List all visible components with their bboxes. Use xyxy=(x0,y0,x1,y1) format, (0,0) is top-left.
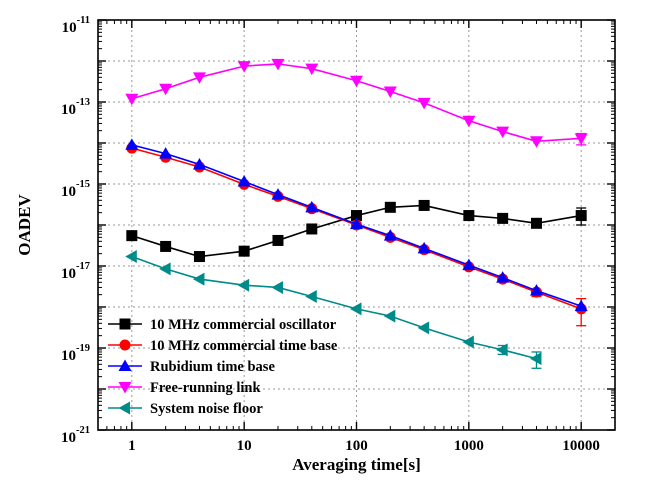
data-point xyxy=(126,230,138,242)
data-point xyxy=(529,136,543,148)
legend-marker xyxy=(118,401,130,415)
series-line xyxy=(131,255,537,360)
x-tick-label: 1000 xyxy=(454,438,484,454)
legend-marker xyxy=(118,382,132,394)
data-point xyxy=(462,115,476,128)
data-point xyxy=(159,83,173,96)
data-point xyxy=(271,280,283,294)
series-4 xyxy=(125,250,542,369)
data-point xyxy=(462,335,474,349)
data-point xyxy=(417,97,431,110)
series-3 xyxy=(125,58,588,148)
data-point xyxy=(125,138,139,150)
data-point xyxy=(238,245,250,257)
data-point xyxy=(125,93,139,106)
legend-item: System noise floor xyxy=(108,401,263,417)
data-point xyxy=(383,86,397,99)
data-point xyxy=(192,157,206,170)
legend-item: Rubidium time base xyxy=(108,359,275,375)
data-point xyxy=(418,199,430,211)
data-point xyxy=(193,251,205,263)
data-point xyxy=(350,217,363,230)
data-point xyxy=(530,217,542,229)
data-point xyxy=(417,241,431,254)
data-point xyxy=(462,258,476,271)
data-point xyxy=(383,309,396,323)
data-point xyxy=(529,352,542,366)
legend-item: Free-running link xyxy=(108,380,261,396)
legend-item: 10 MHz commercial oscillator xyxy=(108,317,337,333)
data-point xyxy=(496,271,510,283)
data-point xyxy=(384,201,396,213)
x-tick-label: 100 xyxy=(345,438,368,454)
data-point xyxy=(192,272,205,286)
data-point xyxy=(305,200,319,213)
legend-label: 10 MHz commercial time base xyxy=(150,338,338,354)
legend-label: Free-running link xyxy=(150,380,261,396)
x-tick-label: 10000 xyxy=(562,438,600,454)
y-tick-label: 10-21 xyxy=(61,425,90,446)
data-point xyxy=(350,302,362,316)
data-point xyxy=(305,63,319,76)
data-point xyxy=(417,321,430,335)
data-point xyxy=(237,278,250,292)
data-point xyxy=(160,240,172,252)
x-tick-label: 10 xyxy=(237,438,252,454)
legend-marker xyxy=(119,318,131,330)
legend-label: System noise floor xyxy=(150,401,263,417)
legend-label: 10 MHz commercial oscillator xyxy=(150,317,337,333)
data-point xyxy=(575,210,587,222)
x-tick-label: 1 xyxy=(128,438,136,454)
series-2 xyxy=(125,138,588,312)
data-point xyxy=(463,210,475,222)
legend-marker xyxy=(118,359,132,371)
data-point xyxy=(159,147,173,159)
data-point xyxy=(271,188,285,200)
data-point xyxy=(350,75,363,88)
data-point xyxy=(192,72,206,84)
data-point xyxy=(574,299,588,312)
data-point xyxy=(529,284,543,296)
data-point xyxy=(383,229,397,241)
series-layer xyxy=(125,58,588,369)
x-axis-title: Averaging time[s] xyxy=(292,455,421,474)
legend: 10 MHz commercial oscillator 10 MHz comme… xyxy=(108,317,338,417)
legend-marker xyxy=(119,339,131,351)
data-point xyxy=(237,175,251,187)
data-point xyxy=(237,61,251,73)
data-point xyxy=(574,133,588,145)
data-point xyxy=(125,250,137,264)
tick-layer: 10-11 10-13 10-15 10-17 10-19 10-21 1 10 100 1000… xyxy=(61,15,615,454)
y-tick-label: 10-19 xyxy=(61,343,90,364)
y-tick-label: 10-17 xyxy=(61,261,90,282)
y-tick-label: 10-15 xyxy=(61,179,90,200)
data-point xyxy=(351,210,362,222)
data-point xyxy=(271,58,285,71)
data-point xyxy=(159,262,171,276)
data-point xyxy=(305,290,317,304)
y-axis-title: OADEV xyxy=(15,194,34,256)
series-0 xyxy=(126,199,587,263)
y-tick-label: 10-11 xyxy=(62,15,90,36)
data-point xyxy=(496,126,510,139)
data-point xyxy=(272,234,284,246)
y-tick-label: 10-13 xyxy=(61,97,90,118)
data-point xyxy=(497,212,509,224)
legend-label: Rubidium time base xyxy=(150,359,275,375)
legend-item: 10 MHz commercial time base xyxy=(108,338,338,354)
data-point xyxy=(306,223,318,235)
grid-layer xyxy=(98,20,615,430)
data-point xyxy=(496,343,508,357)
